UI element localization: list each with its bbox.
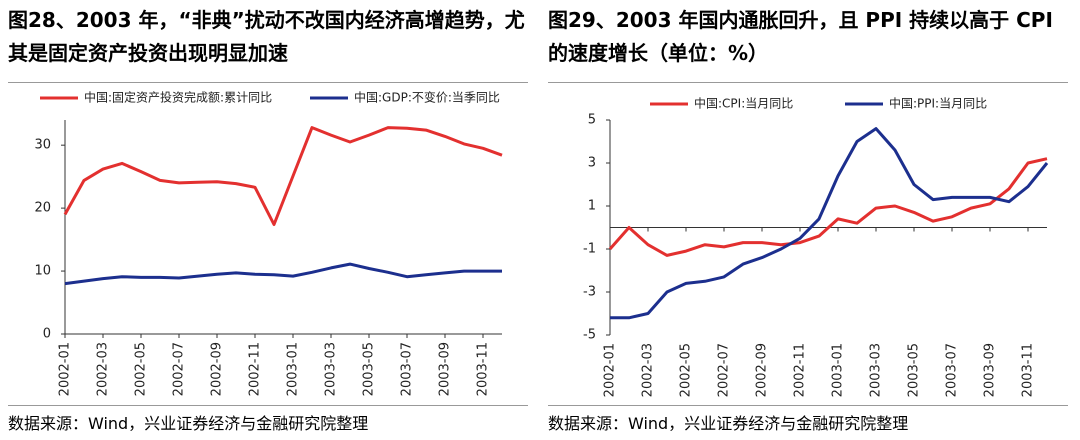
x-tick-label: 2002-07: [717, 343, 732, 397]
x-tick-label: 2003-03: [324, 342, 339, 396]
x-tick-label: 2003-05: [362, 342, 377, 396]
y-tick-label: 30: [34, 138, 51, 153]
y-tick-label: 0: [43, 327, 51, 342]
y-tick-label: -3: [583, 285, 596, 300]
separator: [8, 82, 528, 83]
x-tick-label: 2002-03: [96, 342, 111, 396]
x-tick-label: 2002-01: [603, 343, 618, 397]
x-tick-label: 2003-03: [869, 343, 884, 397]
x-tick-label: 2002-01: [58, 342, 73, 396]
legend-label: 中国:GDP:不变价:当季同比: [354, 90, 500, 105]
x-tick-label: 2003-11: [476, 342, 491, 396]
panel: 图28、2003 年，“非典”扰动不改国内经济高增趋势，尤其是固定资产投资出现明…: [8, 8, 528, 433]
chart-title: 图29、2003 年国内通胀回升，且 PPI 持续以高于 CPI 的速度增长（单…: [548, 8, 1053, 65]
legend-label: 中国:PPI:当月同比: [889, 96, 987, 111]
x-tick-label: 2003-07: [945, 343, 960, 397]
x-tick-label: 2002-11: [248, 342, 263, 396]
y-tick-label: 20: [34, 201, 51, 216]
x-tick-label: 2003-09: [983, 343, 998, 397]
x-tick-label: 2003-01: [286, 342, 301, 396]
series-line: [63, 126, 503, 226]
x-tick-label: 2003-05: [907, 343, 922, 397]
y-tick-label: 10: [34, 264, 51, 279]
x-tick-label: 2002-07: [172, 342, 187, 396]
separator: [548, 82, 1068, 83]
y-tick-label: 1: [588, 199, 596, 214]
x-tick-label: 2003-07: [400, 342, 415, 396]
x-tick-label: 2002-05: [134, 342, 149, 396]
x-tick-label: 2002-05: [679, 343, 694, 397]
chart: -5 -3 -1 1 3 5 2002-01 2002-03 2002-05 2002-07 200…: [583, 96, 1049, 397]
panel: 图29、2003 年国内通胀回升，且 PPI 持续以高于 CPI 的速度增长（单…: [540, 0, 1080, 440]
y-tick-label: 5: [588, 113, 596, 128]
source-note: 数据来源：Wind，兴业证券经济与金融研究院整理: [8, 414, 369, 433]
source-note: 数据来源：Wind，兴业证券经济与金融研究院整理: [548, 414, 909, 433]
series-line: [608, 157, 1048, 257]
series-line: [610, 127, 1049, 320]
y-tick-label: -5: [583, 328, 596, 343]
chart-title: 图28、2003 年，“非典”扰动不改国内经济高增趋势，尤其是固定资产投资出现明…: [8, 8, 525, 65]
x-tick-label: 2003-11: [1021, 343, 1036, 397]
x-tick-label: 2003-09: [438, 342, 453, 396]
x-tick-label: 2002-09: [210, 342, 225, 396]
legend-label: 中国:CPI:当月同比: [694, 96, 793, 111]
x-tick-label: 2002-11: [793, 343, 808, 397]
chart: 0 10 20 30 2002-01 2002-03 2002-05 2002-07 2002-…: [34, 90, 503, 396]
legend-label: 中国:固定资产投资完成额:累计同比: [84, 90, 272, 105]
y-tick-label: -1: [583, 242, 596, 257]
separator: [8, 405, 528, 406]
separator: [548, 405, 1068, 406]
x-tick-label: 2002-03: [641, 343, 656, 397]
x-tick-label: 2002-09: [755, 343, 770, 397]
y-tick-label: 3: [588, 156, 596, 171]
series-line: [64, 262, 502, 286]
x-tick-label: 2003-01: [831, 343, 846, 397]
